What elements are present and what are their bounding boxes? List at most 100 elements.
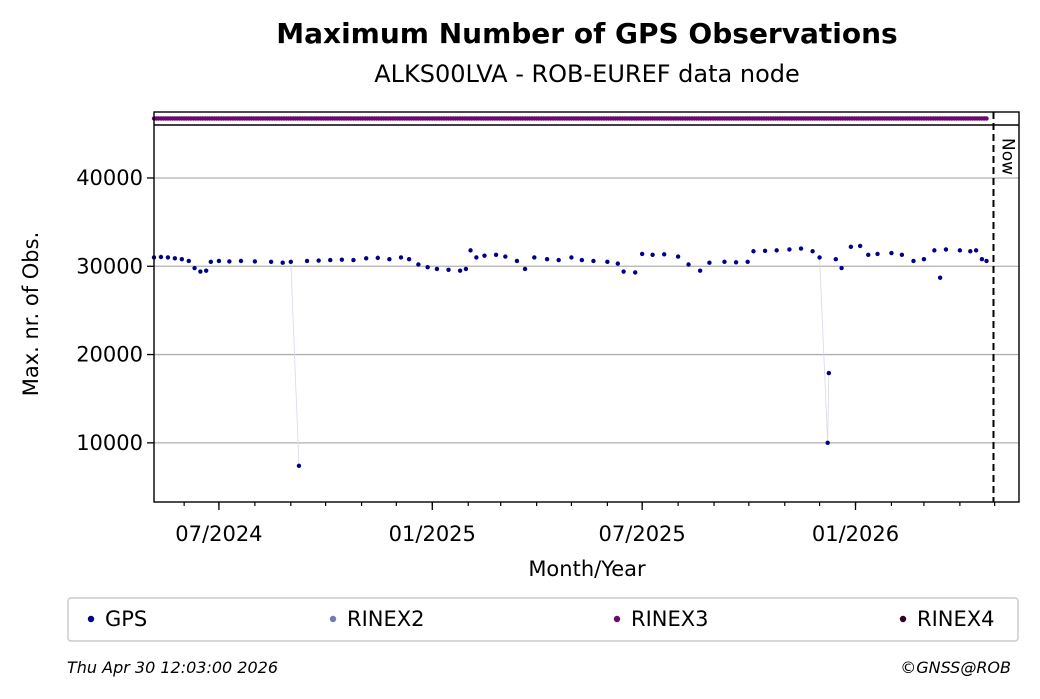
y-tick-label: 30000 [76,254,143,278]
gps-point [252,259,258,264]
legend-label: GPS [105,607,147,631]
gps-point [621,269,626,274]
gps-point [833,257,838,262]
gps-point [532,255,537,260]
gps-point [973,248,979,253]
gps-point [522,266,528,272]
gps-point [615,261,621,266]
gps-point [434,266,440,272]
gps-point [889,250,894,256]
gps-point [296,463,302,469]
gps-point [661,252,667,257]
gps-point [339,257,345,262]
gps-point [179,257,185,262]
gps-point [579,257,585,263]
gps-point [650,252,655,257]
gps-point [203,268,209,273]
gps-point [468,248,473,253]
gps-point [544,257,550,262]
y-tick-label: 10000 [76,431,143,455]
gps-point [363,256,369,261]
gps-point [280,260,285,265]
legend-marker [899,615,907,623]
y-tick-label: 40000 [76,166,143,190]
gps-point [482,253,487,258]
outlier-connector [827,373,830,443]
now-marker: Now [992,112,1017,502]
gps-point [569,255,574,260]
gps-point [979,257,985,262]
legend-label: RINEX3 [631,607,709,631]
gps-point [921,257,927,262]
gps-point [198,269,203,274]
gps-point [375,255,380,261]
gps-point [406,257,412,262]
gps-point [416,262,421,267]
x-tick-label: 07/2024 [175,522,262,546]
gps-point [288,259,294,265]
legend-label: RINEX4 [917,607,995,631]
gps-point [866,252,871,257]
chart-subtitle: ALKS00LVA - ROB-EUREF data node [374,60,800,88]
legend-box [67,597,1019,642]
gps-point [762,248,768,254]
legend: GPS RINEX2 RINEX3 RINEX4 [67,597,1019,642]
y-axis-ticks: 10000 20000 30000 40000 [76,166,154,455]
legend-marker [613,615,621,623]
x-axis-label: Month/Year [528,557,646,581]
now-label: Now [997,138,1017,175]
gps-point [745,259,750,265]
gps-point [316,258,321,263]
x-tick-label: 01/2025 [389,522,476,546]
gps-point [857,243,863,249]
gps-point [208,259,214,265]
rinex3-point [984,116,989,121]
gps-point [937,275,943,280]
gps-point [158,254,164,260]
gps-point [165,255,171,260]
outlier-connector [290,261,300,466]
gps-point [817,255,822,260]
plot-frame [153,111,1020,503]
gps-point [186,258,191,264]
gps-point [639,251,645,257]
x-tick-label: 01/2026 [812,522,899,546]
gps-point [474,255,479,260]
gps-point [675,254,681,259]
gps-point [192,265,197,271]
gps-point [605,259,610,265]
gps-point [503,254,508,259]
outlier-connectors [290,257,830,466]
gps-point [463,266,469,272]
y-axis-label: Max. nr. of Obs. [19,232,43,397]
gps-point [899,252,905,257]
gps-point [943,247,949,252]
outlier-connector [819,257,829,443]
grid-lines [154,177,1019,444]
gps-point [911,258,916,264]
gps-point [932,248,937,253]
gps-point [227,259,232,264]
rinex3-strip [151,116,989,121]
gps-point [722,259,727,265]
gps-point [328,257,333,263]
gps-point [826,370,832,376]
gps-point [875,251,880,257]
gps-point [238,258,244,264]
axes-frame [153,111,1020,503]
gps-point [304,258,310,264]
gps-point [787,247,792,252]
gps-point [514,258,520,264]
gps-point [968,249,973,254]
legend-marker [329,615,337,623]
gps-point [733,260,739,265]
gps-point [387,257,392,262]
gps-point [686,262,691,267]
gps-point [172,256,178,261]
gps-point [268,259,274,265]
gps-point [457,268,463,273]
gps-point [632,270,638,275]
y-tick-label: 20000 [76,343,143,367]
x-axis-ticks: 07/2024 01/2025 07/2025 01/2026 [175,502,996,546]
